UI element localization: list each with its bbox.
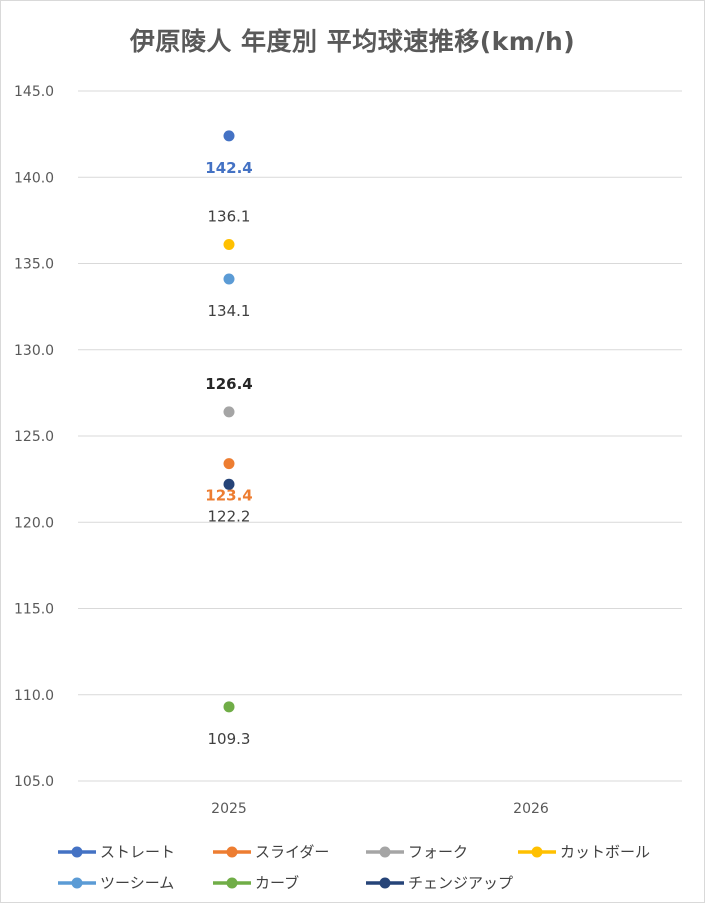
y-tick-label: 130.0 xyxy=(14,343,54,359)
x-tick-label: 2026 xyxy=(513,801,549,817)
data-point xyxy=(223,406,235,418)
x-tick-label: 2025 xyxy=(211,801,247,817)
legend-label: チェンジアップ xyxy=(408,874,513,892)
y-tick-label: 105.0 xyxy=(14,774,54,790)
legend-marker xyxy=(71,846,83,858)
data-point xyxy=(223,478,235,490)
data-label: 126.4 xyxy=(205,375,252,393)
y-tick-label: 140.0 xyxy=(14,170,54,186)
legend-label: フォーク xyxy=(408,843,468,861)
legend-label: カットボール xyxy=(560,843,650,861)
y-tick-label: 115.0 xyxy=(14,602,54,618)
data-label: 136.1 xyxy=(208,208,251,226)
legend-label: ストレート xyxy=(100,843,175,861)
legend-label: スライダー xyxy=(255,843,329,861)
data-label: 123.4 xyxy=(205,487,252,505)
data-point xyxy=(223,239,235,251)
legend-marker xyxy=(379,877,391,889)
legend-label: ツーシーム xyxy=(100,874,174,892)
chart-title: 伊原陵人 年度別 平均球速推移(km/h) xyxy=(129,27,576,56)
y-tick-label: 120.0 xyxy=(14,515,54,531)
data-label: 142.4 xyxy=(205,159,252,177)
data-point xyxy=(223,458,235,470)
y-tick-label: 135.0 xyxy=(14,257,54,273)
data-label: 134.1 xyxy=(208,302,251,320)
legend-label: カーブ xyxy=(255,874,299,892)
data-label: 122.2 xyxy=(208,507,251,525)
data-label: 109.3 xyxy=(208,730,251,748)
legend-marker xyxy=(531,846,543,858)
y-tick-label: 110.0 xyxy=(14,688,54,704)
data-point xyxy=(223,273,235,285)
data-point xyxy=(223,701,235,713)
legend-marker xyxy=(71,877,83,889)
legend-marker xyxy=(379,846,391,858)
y-tick-label: 125.0 xyxy=(14,429,54,445)
legend-marker xyxy=(226,877,238,889)
y-tick-label: 145.0 xyxy=(14,84,54,100)
data-point xyxy=(223,130,235,142)
legend-marker xyxy=(226,846,238,858)
